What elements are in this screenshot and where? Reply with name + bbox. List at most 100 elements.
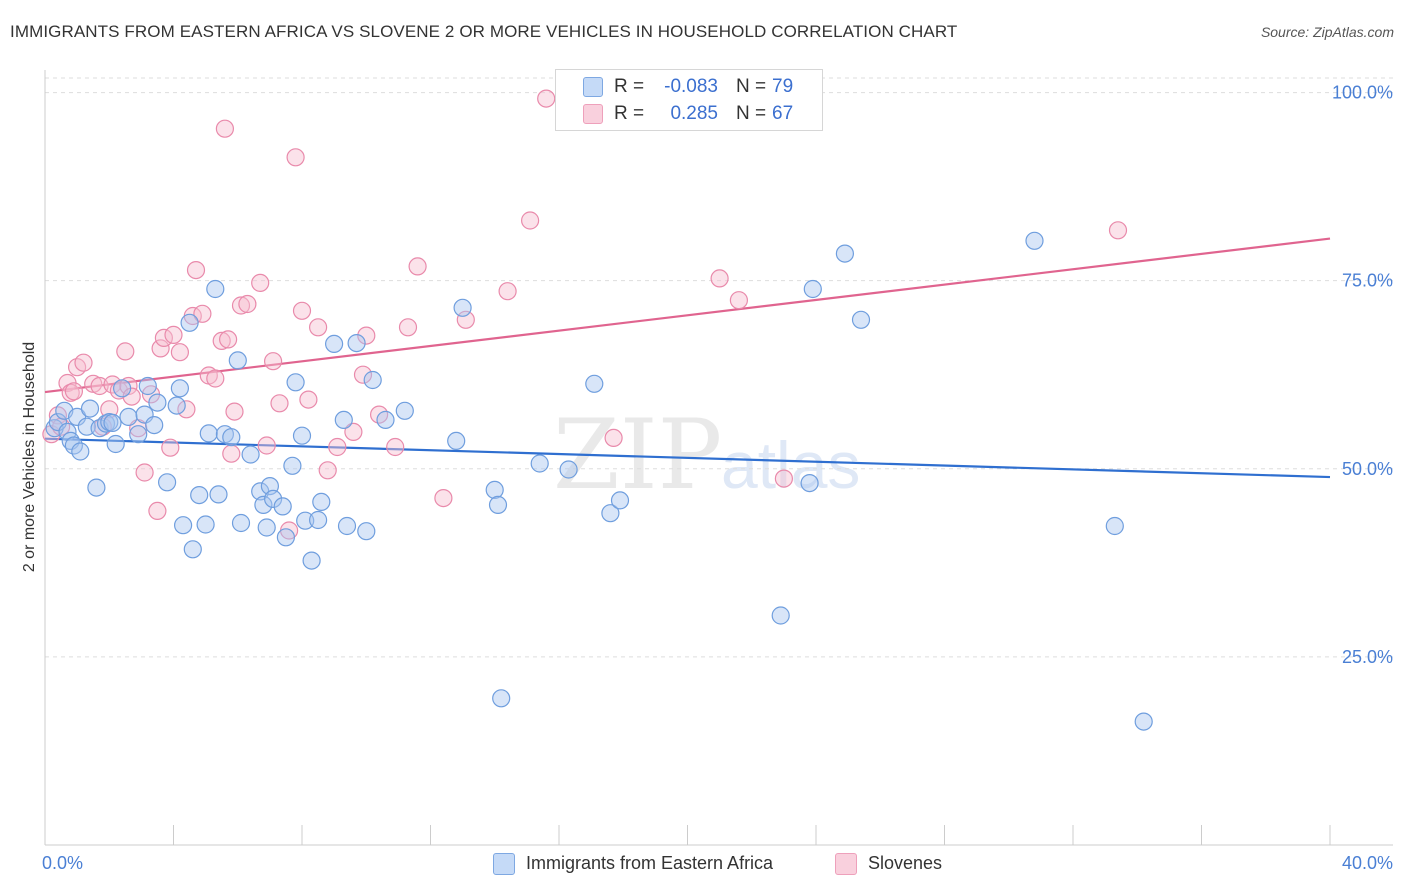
point-eastern-africa — [276, 528, 295, 547]
point-slovenes — [215, 119, 234, 138]
point-eastern-africa — [363, 370, 382, 390]
legend-n-value: 79 — [772, 76, 794, 97]
point-eastern-africa — [803, 279, 822, 299]
point-eastern-africa — [228, 351, 247, 370]
legend-swatch-blue — [583, 77, 603, 97]
point-eastern-africa — [1105, 516, 1124, 536]
y-axis-title: 2 or more Vehicles in Household — [21, 342, 38, 572]
point-eastern-africa — [357, 522, 376, 541]
point-eastern-africa — [199, 424, 218, 443]
y-tick-label: 100.0% — [1332, 83, 1393, 103]
point-eastern-africa — [309, 510, 328, 530]
point-eastern-africa — [312, 492, 331, 511]
legend-n-value: 67 — [772, 103, 794, 124]
point-eastern-africa — [337, 516, 357, 536]
point-eastern-africa — [206, 279, 225, 299]
point-eastern-africa — [257, 518, 276, 537]
point-slovenes — [135, 463, 154, 482]
trend-line-slovenes — [44, 237, 1331, 394]
point-slovenes — [231, 296, 251, 315]
legend-row-slovenes: R = 0.285 N = 67 — [556, 101, 822, 127]
point-slovenes — [264, 352, 283, 371]
point-slovenes — [520, 211, 540, 230]
point-eastern-africa — [209, 485, 228, 504]
point-slovenes — [774, 469, 794, 488]
point-eastern-africa — [292, 426, 312, 445]
correlation-legend: R = -0.083 N = 79 R = 0.285 N = 67 — [555, 69, 823, 131]
point-slovenes — [729, 291, 749, 310]
data-points — [42, 89, 1153, 731]
point-eastern-africa — [835, 244, 855, 263]
point-eastern-africa — [601, 504, 620, 523]
point-slovenes — [286, 148, 305, 167]
point-slovenes — [164, 325, 183, 344]
point-eastern-africa — [395, 401, 414, 420]
legend-r-label: R = — [614, 103, 645, 124]
point-slovenes — [344, 422, 363, 441]
point-eastern-africa — [286, 373, 305, 392]
point-eastern-africa — [67, 407, 87, 426]
point-eastern-africa — [80, 399, 100, 418]
point-slovenes — [357, 326, 376, 345]
point-slovenes — [222, 444, 241, 463]
point-slovenes — [238, 294, 257, 314]
point-slovenes — [434, 489, 453, 508]
point-slovenes — [219, 330, 238, 349]
point-eastern-africa — [241, 445, 260, 464]
point-eastern-africa — [296, 511, 315, 530]
point-eastern-africa — [129, 425, 148, 444]
point-eastern-africa — [167, 396, 186, 415]
y-tick-label: 75.0% — [1342, 271, 1393, 291]
point-eastern-africa — [48, 413, 68, 432]
x-tick-label: 0.0% — [42, 853, 83, 873]
legend-r-value: 0.285 — [670, 103, 718, 124]
point-slovenes — [537, 89, 556, 108]
point-eastern-africa — [1134, 712, 1153, 731]
point-slovenes — [408, 257, 427, 276]
point-slovenes — [151, 339, 170, 358]
point-slovenes — [74, 353, 93, 372]
point-eastern-africa — [485, 480, 504, 499]
point-eastern-africa — [800, 474, 819, 493]
point-eastern-africa — [325, 334, 344, 353]
legend-label: Slovenes — [868, 853, 943, 873]
point-eastern-africa — [610, 491, 630, 510]
point-eastern-africa — [585, 374, 604, 393]
trend-line-eastern-africa — [44, 437, 1331, 479]
trend-lines — [44, 237, 1331, 479]
point-eastern-africa — [347, 334, 366, 353]
y-tick-label: 25.0% — [1342, 647, 1393, 667]
legend-r-label: R = — [614, 76, 645, 97]
point-eastern-africa — [334, 410, 353, 429]
point-eastern-africa — [138, 376, 157, 396]
point-eastern-africa — [492, 689, 511, 708]
point-eastern-africa — [771, 606, 790, 625]
axes — [44, 70, 1393, 846]
point-slovenes — [498, 282, 517, 301]
point-eastern-africa — [283, 456, 302, 475]
point-slovenes — [64, 382, 84, 401]
point-slovenes — [1108, 221, 1128, 240]
point-eastern-africa — [180, 313, 199, 332]
point-eastern-africa — [231, 513, 251, 533]
point-eastern-africa — [106, 434, 125, 454]
tick-labels: 25.0% 50.0% 75.0% 100.0% 0.0% 40.0% 2 or more … — [21, 83, 1393, 873]
point-slovenes — [225, 402, 244, 421]
point-eastern-africa — [196, 515, 215, 534]
point-eastern-africa — [103, 413, 122, 432]
point-eastern-africa — [302, 551, 321, 570]
point-slovenes — [353, 365, 373, 384]
legend-row-eastern-africa: R = -0.083 N = 79 — [556, 74, 822, 100]
point-slovenes — [212, 331, 231, 350]
legend-swatch-blue — [493, 853, 515, 875]
point-slovenes — [710, 269, 729, 288]
point-eastern-africa — [447, 431, 466, 450]
point-eastern-africa — [119, 407, 138, 426]
point-eastern-africa — [453, 298, 472, 317]
source-label: Source: ZipAtlas.com — [1260, 24, 1394, 40]
point-slovenes — [170, 343, 189, 362]
point-eastern-africa — [488, 495, 508, 514]
point-slovenes — [292, 301, 312, 320]
legend-n-label: N = — [736, 76, 767, 97]
